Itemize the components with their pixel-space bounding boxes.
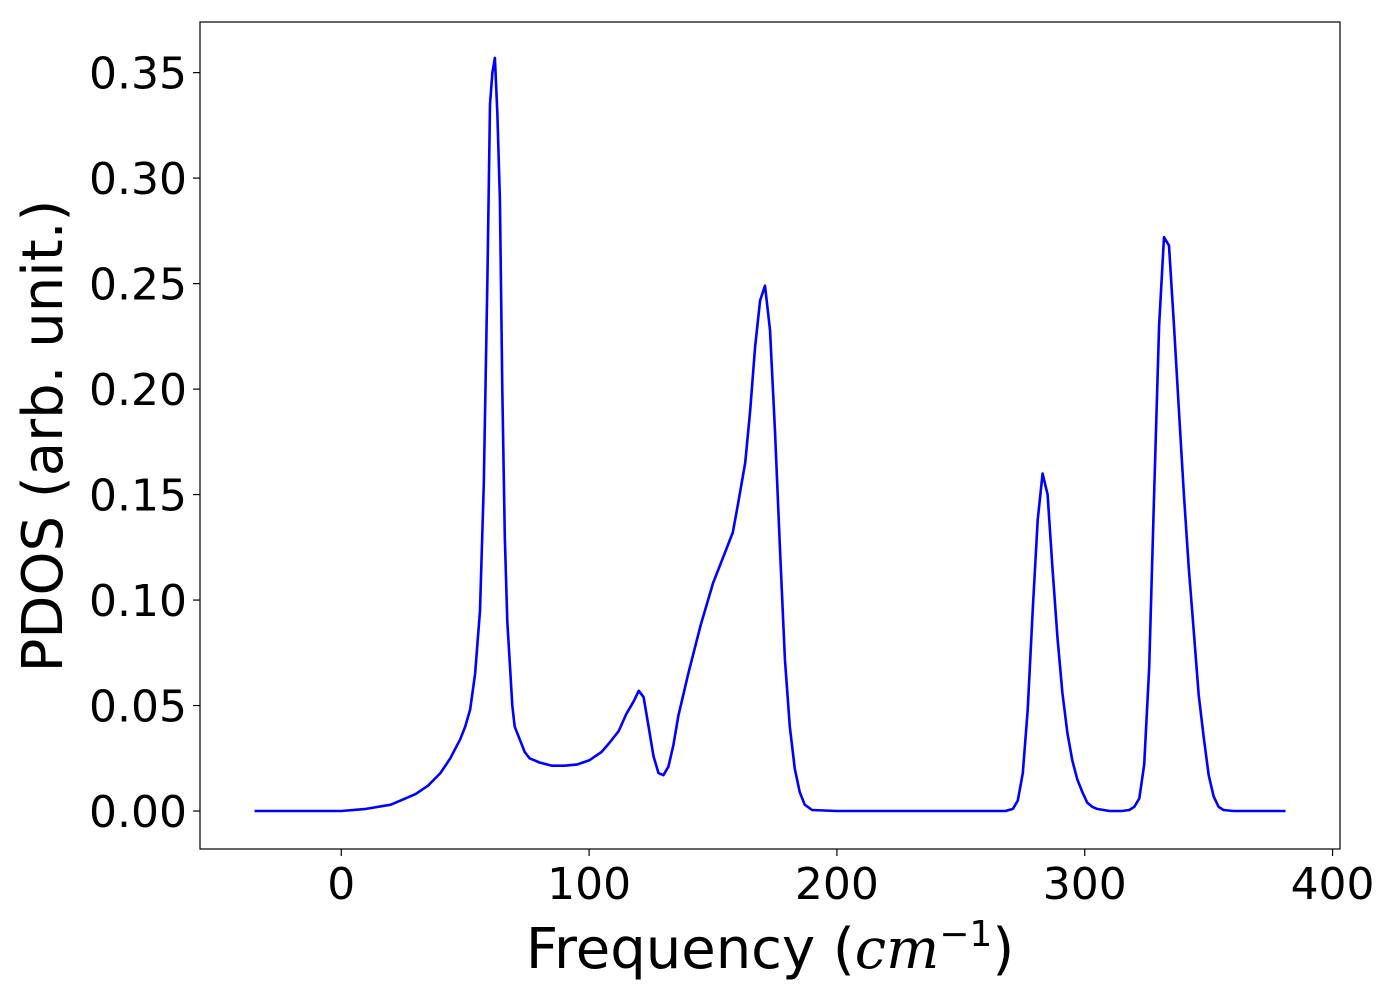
x-tick-label: 200 [795, 859, 879, 910]
y-tick-label: 0.10 [89, 576, 187, 627]
x-tick-label: 100 [547, 859, 631, 910]
x-tick-label: 400 [1291, 859, 1375, 910]
x-tick-label: 0 [327, 859, 355, 910]
y-tick-label: 0.00 [89, 787, 187, 838]
y-tick-label: 0.35 [89, 49, 187, 100]
y-tick-label: 0.05 [89, 682, 187, 733]
y-axis-title: PDOS (arb. unit.) [11, 200, 76, 673]
y-tick-label: 0.15 [89, 471, 187, 522]
series-line-0 [254, 56, 1286, 813]
y-axis: 0.00 0.05 0.10 0.15 0.20 0.25 0.30 0.35 [89, 49, 200, 838]
x-tick-label: 300 [1043, 859, 1127, 910]
plot-area [254, 56, 1286, 813]
y-tick-label: 0.30 [89, 154, 187, 205]
x-axis: 0 100 200 300 400 [327, 849, 1375, 910]
y-tick-label: 0.20 [89, 365, 187, 416]
x-axis-title: Frequency (cm−1) [526, 914, 1014, 982]
plot-frame [199, 21, 1341, 850]
y-tick-label: 0.25 [89, 260, 187, 311]
